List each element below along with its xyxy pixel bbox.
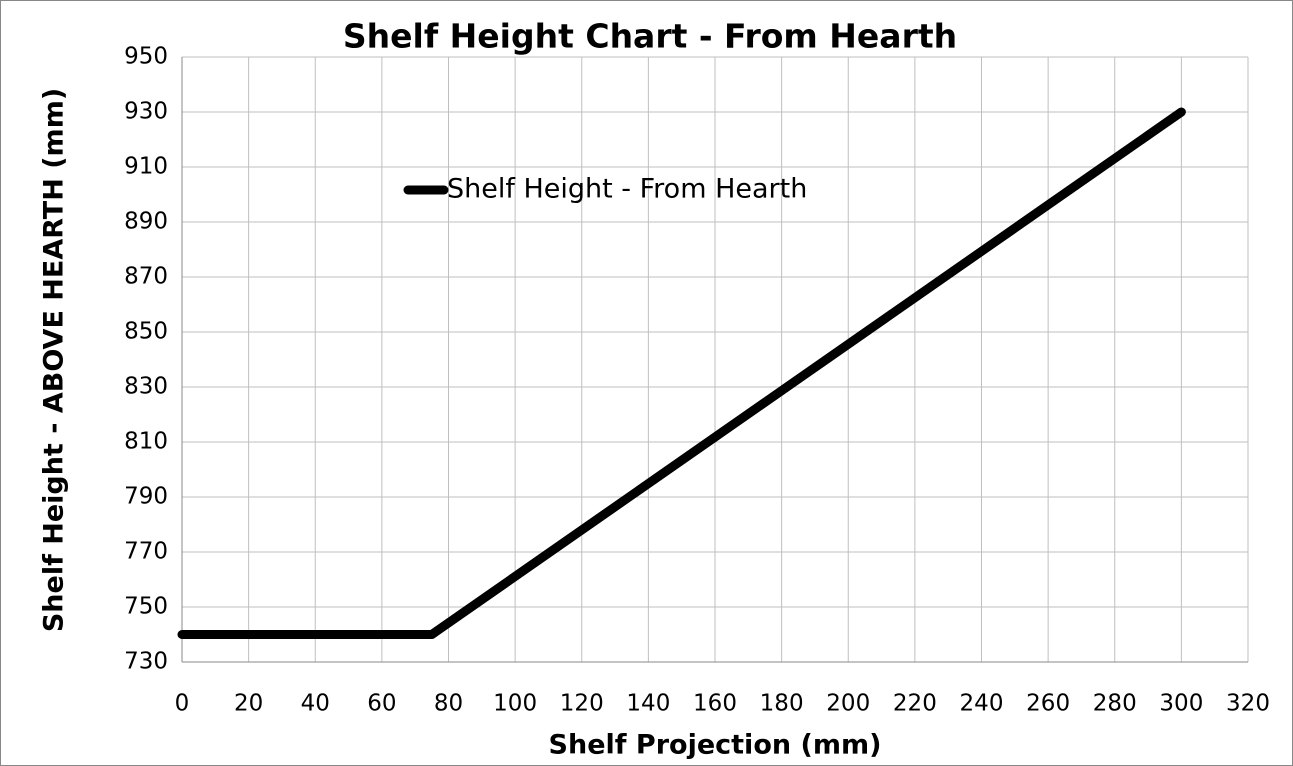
x-tick-label: 240 [960, 691, 1004, 717]
y-tick-label: 770 [124, 539, 168, 565]
x-tick-label: 120 [560, 691, 604, 717]
y-tick-label: 930 [124, 99, 168, 125]
x-tick-label: 160 [693, 691, 737, 717]
y-tick-label: 890 [124, 209, 168, 235]
x-tick-label: 40 [301, 691, 330, 717]
x-axis-label: Shelf Projection (mm) [549, 730, 882, 761]
x-tick-label: 100 [493, 691, 537, 717]
y-tick-label: 870 [124, 264, 168, 290]
data-line [177, 107, 1186, 639]
y-tick-label: 850 [124, 319, 168, 345]
y-axis-label: Shelf Height - ABOVE HEARTH (mm) [39, 88, 70, 632]
y-tick-label: 810 [124, 429, 168, 455]
x-tick-label: 200 [826, 691, 870, 717]
x-tick-label: 180 [760, 691, 804, 717]
x-tick-label: 260 [1026, 691, 1070, 717]
y-tick-label: 910 [124, 154, 168, 180]
x-tick-label: 320 [1226, 691, 1270, 717]
y-tick-label: 830 [124, 374, 168, 400]
x-tick-label: 220 [893, 691, 937, 717]
y-tick-label: 750 [124, 594, 168, 620]
x-tick-label: 80 [434, 691, 463, 717]
y-tick-label: 950 [124, 44, 168, 70]
x-tick-label: 280 [1093, 691, 1137, 717]
x-tick-label: 140 [626, 691, 670, 717]
x-tick-label: 60 [367, 691, 396, 717]
y-tick-label: 790 [124, 484, 168, 510]
x-tick-label: 300 [1159, 691, 1203, 717]
legend-label: Shelf Height - From Hearth [447, 174, 807, 205]
chart-title: Shelf Height Chart - From Hearth [343, 17, 957, 56]
x-tick-label: 0 [175, 691, 190, 717]
x-tick-label: 20 [234, 691, 263, 717]
y-tick-label: 730 [124, 649, 168, 675]
